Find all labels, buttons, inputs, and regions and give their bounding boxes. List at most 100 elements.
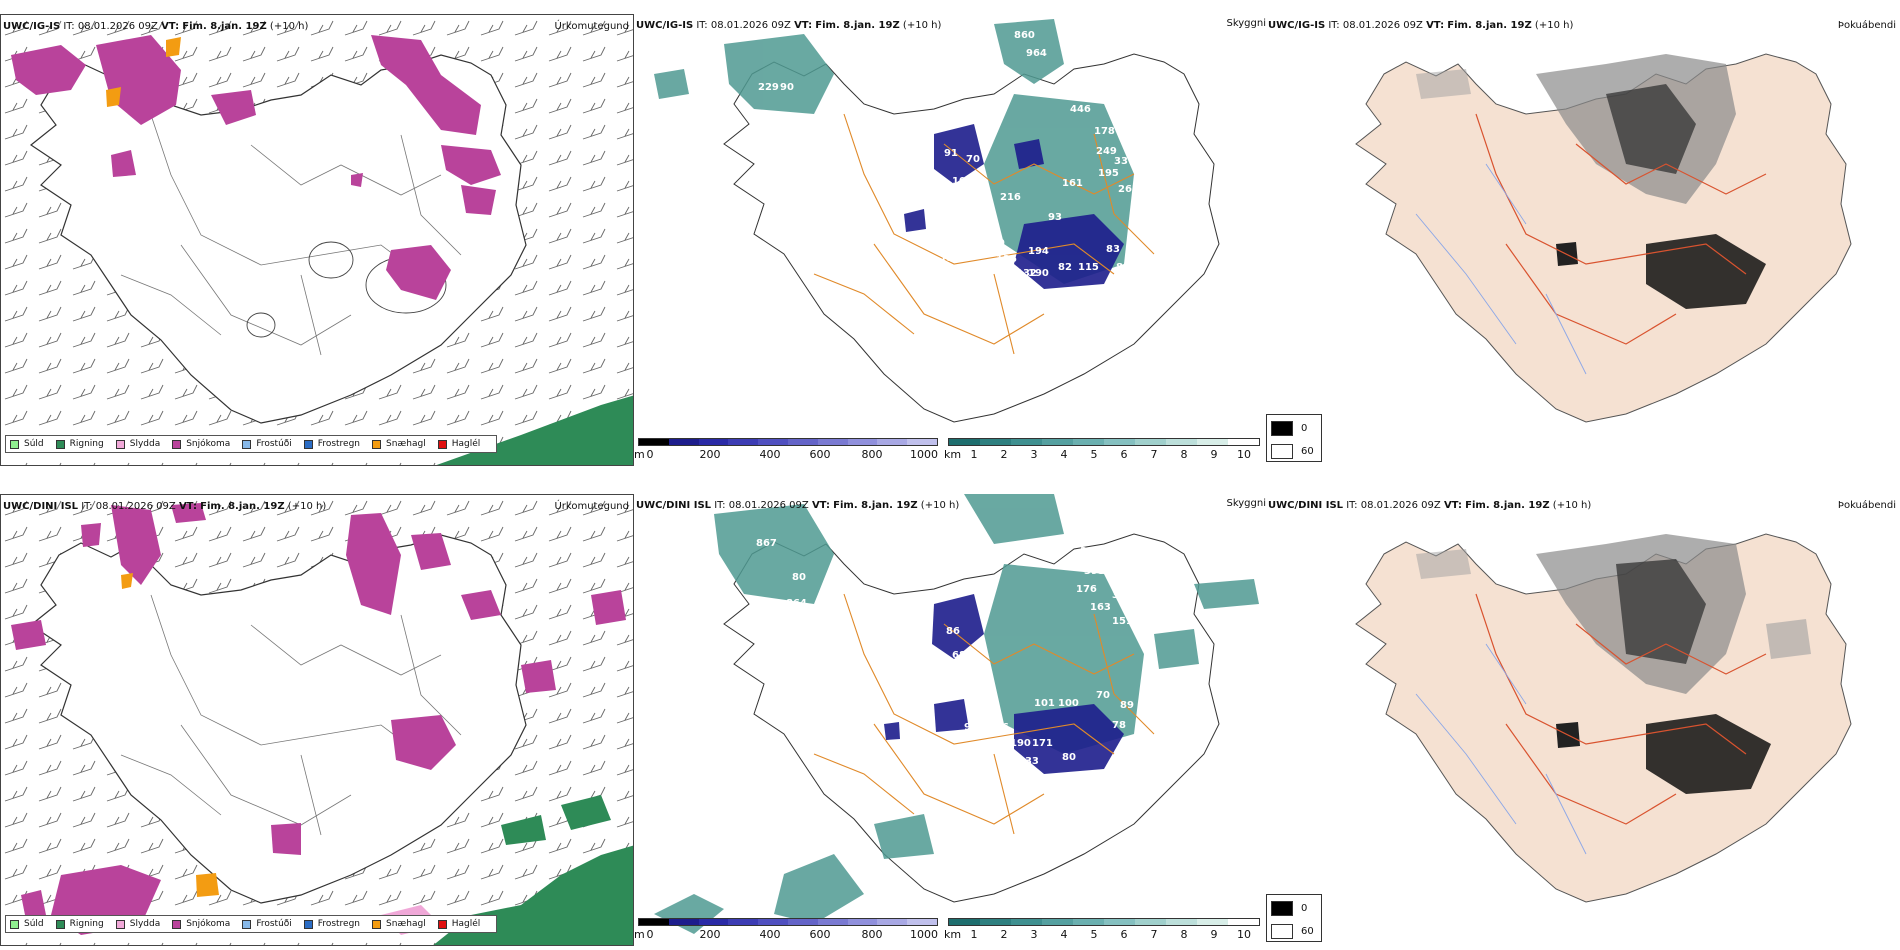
ceiling-label: 216 bbox=[1000, 192, 1021, 203]
map-title-ceiling: Skyggni bbox=[1226, 18, 1266, 29]
ceiling-label: 171 bbox=[1032, 738, 1053, 749]
visibility-tick: 6 bbox=[1120, 448, 1128, 461]
ceiling-colorbar-bar bbox=[638, 918, 938, 926]
ceiling-label: 178 bbox=[1094, 126, 1115, 137]
ceiling-label: 276 bbox=[988, 722, 1009, 733]
init-time-label: IT: bbox=[696, 20, 708, 31]
init-time-value: 08.01.2026 09Z bbox=[710, 20, 791, 31]
ceiling-label: 204 bbox=[1048, 294, 1069, 305]
ceiling-label: 249 bbox=[1096, 146, 1117, 157]
map-title-ceiling: Skyggni bbox=[1226, 498, 1266, 509]
fog-legend-item-60: 60 bbox=[1271, 921, 1317, 941]
init-time-label: IT: bbox=[1346, 500, 1358, 511]
visibility-tick: 10 bbox=[1237, 448, 1251, 461]
legend-item-freezing-rain: Frostregn bbox=[303, 439, 360, 449]
ceiling-label: 860 bbox=[1014, 30, 1035, 41]
init-time-value: 08.01.2026 09Z bbox=[1360, 500, 1441, 511]
ceiling-tick: 800 bbox=[861, 448, 883, 461]
ceiling-label: 964 bbox=[1026, 48, 1047, 59]
legend-item-drizzle: Súld bbox=[10, 439, 44, 449]
ceiling-label: 446 bbox=[1070, 104, 1091, 115]
fog-legend-item-60: 60 bbox=[1271, 441, 1317, 461]
fog-shading bbox=[1416, 54, 1766, 309]
road-network bbox=[120, 114, 462, 356]
valid-time-value: Fim. 8.jan. 19Z bbox=[833, 500, 918, 511]
visibility-colorbar: km 1 2 3 4 5 6 7 8 9 10 bbox=[944, 438, 1260, 464]
ceiling-label: 226 bbox=[1082, 86, 1103, 97]
low-ceiling-areas bbox=[904, 124, 1124, 289]
river-network bbox=[1415, 163, 1587, 375]
ceiling-label: 93 bbox=[1048, 212, 1062, 223]
ceiling-label: 145 bbox=[940, 254, 961, 265]
ceiling-visibility-map-dini: 867 80 864 391 395 176 163 353 151 86 68… bbox=[634, 494, 1266, 946]
ceiling-label: 115 bbox=[1078, 262, 1099, 273]
visibility-tick: 10 bbox=[1237, 928, 1251, 941]
map-header: UWC/DINI ISL IT: 08.01.2026 09Z VT: Fim.… bbox=[636, 500, 959, 511]
fog-indicator-map-igis: UWC/IG-IS IT: 08.01.2026 09Z VT: Fim. 8.… bbox=[1266, 14, 1900, 466]
model-name: UWC/DINI ISL bbox=[3, 501, 79, 512]
legend-item-sleet: Slydda bbox=[115, 439, 160, 449]
legend-item-rain: Rigning bbox=[55, 919, 104, 929]
precip-type-legend: Súld Rigning Slydda Snjókoma Frostúði Fr… bbox=[5, 435, 498, 453]
legend-item-freezing-drizzle: Frostúði bbox=[242, 919, 292, 929]
legend-item-sleet: Slydda bbox=[115, 919, 160, 929]
visibility-unit: km bbox=[944, 928, 962, 941]
init-time-value: 08.01.2026 09Z bbox=[95, 501, 176, 512]
ceiling-unit: m bbox=[634, 448, 645, 461]
valid-time-label: VT: bbox=[1426, 20, 1445, 31]
map-header: UWC/DINI ISL IT: 08.01.2026 09Z VT: Fim.… bbox=[1268, 500, 1591, 511]
ceiling-label: 161 bbox=[1062, 178, 1083, 189]
ceiling-tick: 1000 bbox=[910, 448, 938, 461]
fog-legend: 0 60 bbox=[1266, 414, 1322, 462]
lead-time: (+10 h) bbox=[920, 500, 960, 511]
glacier-outline bbox=[246, 312, 276, 338]
map-header: UWC/IG-IS IT: 08.01.2026 09Z VT: Fim. 8.… bbox=[1268, 20, 1573, 31]
visibility-tick: 4 bbox=[1060, 448, 1068, 461]
fog-indicator-map-canvas bbox=[1355, 53, 1852, 423]
visibility-tick: 4 bbox=[1060, 928, 1068, 941]
valid-time-value: Fim. 8.jan. 19Z bbox=[1465, 500, 1550, 511]
visibility-tick: 8 bbox=[1180, 448, 1188, 461]
init-time-value: 08.01.2026 09Z bbox=[77, 21, 158, 32]
legend-item-snow: Snjókoma bbox=[172, 439, 230, 449]
ceiling-label: 190 bbox=[1010, 738, 1031, 749]
fog-indicator-map-canvas bbox=[1355, 533, 1852, 903]
visibility-colorbar-bar bbox=[948, 918, 1260, 926]
ceiling-label: 265 bbox=[1118, 184, 1139, 195]
valid-time-label: VT: bbox=[1443, 500, 1462, 511]
visibility-colorbar: km 1 2 3 4 5 6 7 8 9 10 bbox=[944, 918, 1260, 944]
ceiling-label: 80 bbox=[792, 572, 806, 583]
ceiling-label: 391 bbox=[1080, 546, 1101, 557]
model-name: UWC/IG-IS bbox=[636, 20, 694, 31]
ceiling-colorbar-bar bbox=[638, 438, 938, 446]
glacier-outline bbox=[308, 241, 354, 279]
ceiling-tick: 800 bbox=[861, 928, 883, 941]
valid-time-value: Fim. 8.jan. 19Z bbox=[182, 21, 267, 32]
model-name: UWC/DINI ISL bbox=[1268, 500, 1344, 511]
model-name: UWC/IG-IS bbox=[3, 21, 61, 32]
valid-time-label: VT: bbox=[161, 21, 180, 32]
legend-item-rain: Rigning bbox=[55, 439, 104, 449]
ceiling-label: 867 bbox=[756, 538, 777, 549]
valid-time-label: VT: bbox=[794, 20, 813, 31]
ceiling-label: 70 bbox=[966, 154, 980, 165]
map-title-fog: Þokuábendi bbox=[1837, 500, 1896, 511]
visibility-tick: 5 bbox=[1090, 928, 1098, 941]
visibility-tick: 9 bbox=[1210, 448, 1218, 461]
model-name: UWC/DINI ISL bbox=[636, 500, 712, 511]
ceiling-tick: 400 bbox=[759, 448, 781, 461]
ceiling-tick: 0 bbox=[646, 928, 654, 941]
visibility-tick: 2 bbox=[1000, 448, 1008, 461]
road-network bbox=[813, 113, 1155, 355]
fog-legend: 0 60 bbox=[1266, 894, 1322, 942]
ceiling-label: 136 bbox=[994, 738, 1015, 749]
ceiling-label: 90 bbox=[780, 82, 794, 93]
legend-item-drizzle: Súld bbox=[10, 919, 44, 929]
low-ceiling-areas bbox=[884, 594, 1124, 774]
legend-item-hail: Haglél bbox=[437, 439, 480, 449]
valid-time-label: VT: bbox=[811, 500, 830, 511]
visibility-tick: 5 bbox=[1090, 448, 1098, 461]
ceiling-label: 337 bbox=[1114, 156, 1135, 167]
visibility-unit: km bbox=[944, 448, 962, 461]
ceiling-tick: 200 bbox=[699, 448, 721, 461]
